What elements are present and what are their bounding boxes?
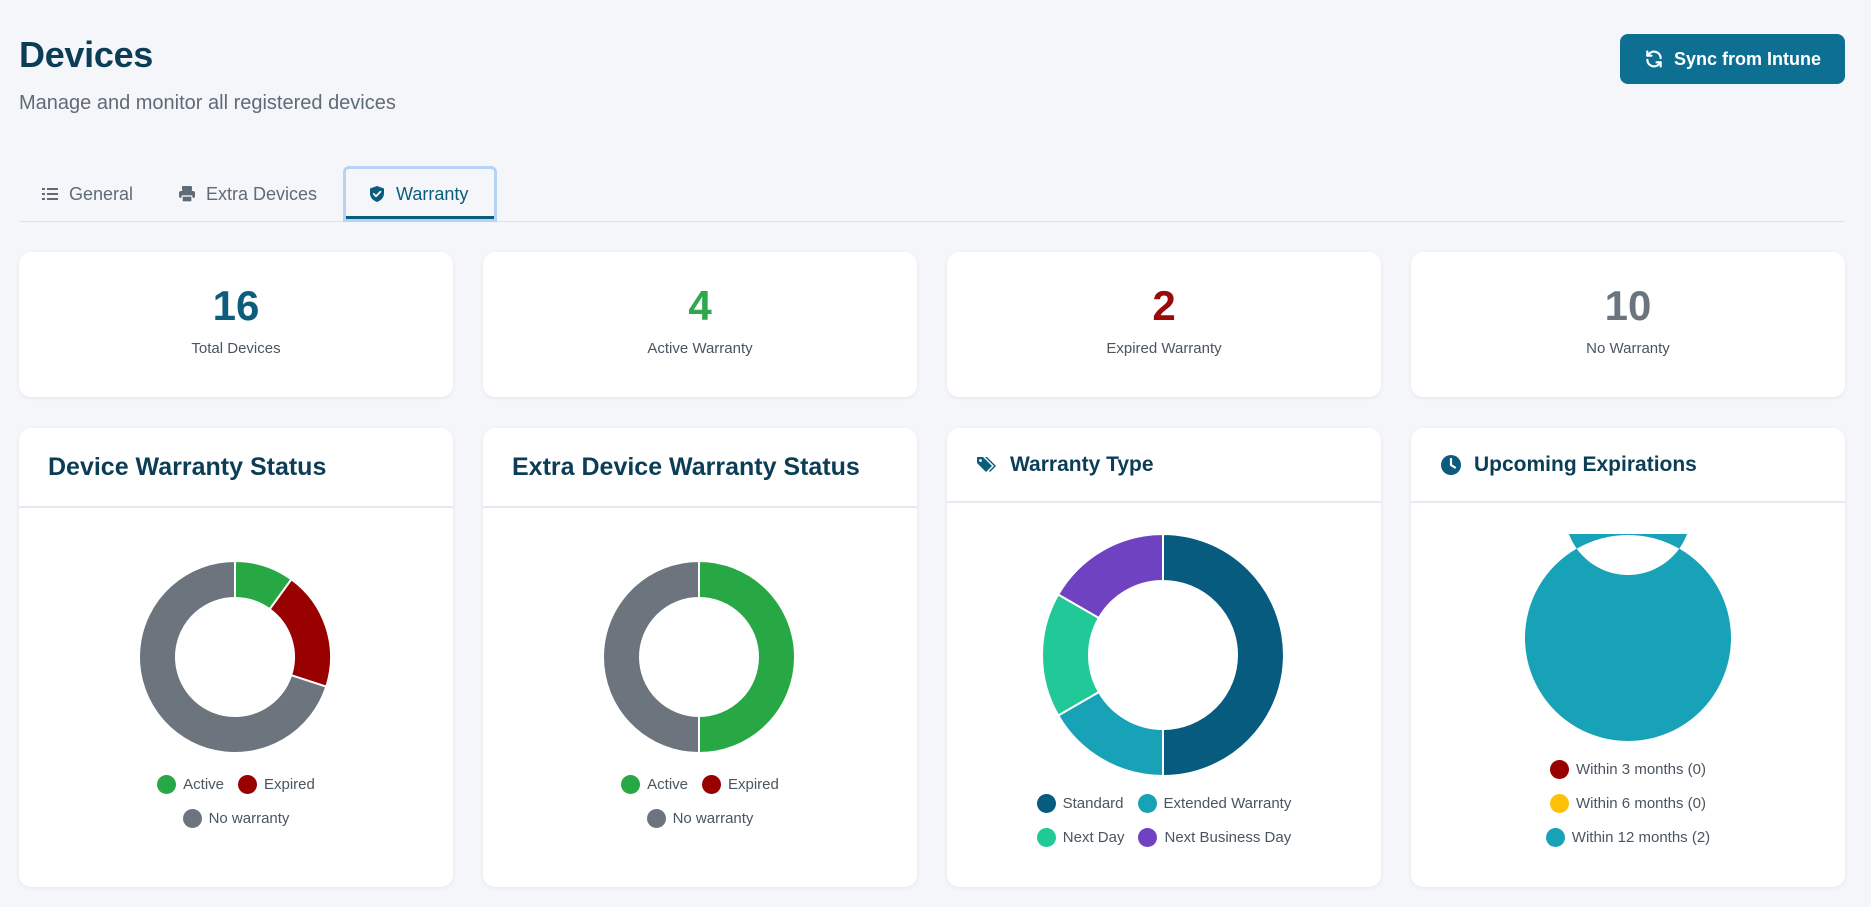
legend-swatch [646, 808, 666, 828]
stat-label: No Warranty [1586, 340, 1670, 357]
legend-label: Next Day [1062, 828, 1125, 846]
device-warranty-status-donut [138, 560, 332, 754]
stat-value: 4 [688, 282, 712, 329]
page-header: Devices Manage and monitor all registere… [19, 34, 1845, 124]
stat-card-total-devices: 16 Total Devices [19, 252, 453, 397]
device-warranty-status-card: Device Warranty Status Active Expired No… [19, 428, 453, 887]
stat-card-active-warranty: 4 Active Warranty [483, 252, 917, 397]
legend-swatch [1138, 827, 1158, 847]
card-header: Device Warranty Status [19, 428, 453, 508]
tab-bar: General Extra Devices Warranty [19, 166, 1845, 222]
upcoming-expirations-donut [1525, 534, 1731, 741]
warranty-type-card: Warranty Type Standard Extended Warranty… [947, 428, 1381, 887]
card-header: Extra Device Warranty Status [483, 428, 917, 508]
legend-item-standard[interactable]: Standard [1036, 793, 1124, 813]
legend-item-active[interactable]: Active [621, 774, 688, 794]
slice-next-business-day[interactable] [1056, 533, 1164, 620]
slice-standard[interactable] [1162, 533, 1285, 777]
card-title: Device Warranty Status [48, 452, 327, 481]
printer-icon [179, 186, 195, 203]
legend-swatch [621, 774, 641, 794]
legend-item-expired[interactable]: Expired [238, 774, 315, 794]
tags-icon [977, 456, 996, 472]
legend-item-active[interactable]: Active [157, 774, 224, 794]
chart-legend: Standard Extended Warranty Next Day Next… [947, 786, 1381, 854]
tab-extra-devices-label: Extra Devices [206, 183, 318, 204]
chart-legend: Active Expired No warranty [19, 767, 453, 835]
legend-swatch [1549, 759, 1569, 779]
legend-item-expired[interactable]: Expired [702, 774, 779, 794]
card-title: Upcoming Expirations [1474, 452, 1697, 476]
stat-label: Active Warranty [647, 340, 753, 357]
legend-label: Next Business Day [1164, 828, 1292, 846]
legend-label: Standard [1062, 794, 1124, 812]
legend-item-no-warranty[interactable]: No warranty [646, 808, 754, 828]
list-icon [42, 188, 58, 200]
legend-label: Expired [728, 775, 779, 793]
card-header: Warranty Type [947, 428, 1381, 503]
stat-label: Expired Warranty [1106, 340, 1222, 357]
stat-card-no-warranty: 10 No Warranty [1411, 252, 1845, 397]
legend-swatch [702, 774, 721, 794]
upcoming-expirations-card: Upcoming Expirations Within 3 months (0)… [1411, 428, 1845, 887]
legend-item-next-day[interactable]: Next Day [1036, 827, 1125, 847]
legend-swatch [157, 774, 177, 794]
legend-swatch [1036, 793, 1056, 813]
legend-swatch [182, 808, 202, 828]
slice-no-warranty[interactable] [602, 560, 700, 754]
stat-card-expired-warranty: 2 Expired Warranty [947, 252, 1381, 397]
stat-value: 2 [1152, 282, 1176, 329]
legend-label: Within 6 months (0) [1575, 794, 1707, 812]
extra-device-warranty-status-card: Extra Device Warranty Status Active Expi… [483, 428, 917, 887]
page-title: Devices [19, 34, 154, 75]
tab-extra-devices[interactable]: Extra Devices [156, 166, 339, 222]
extra-device-warranty-status-donut [602, 560, 796, 754]
card-title: Extra Device Warranty Status [512, 452, 860, 481]
legend-item-next-business-day[interactable]: Next Business Day [1138, 827, 1292, 847]
legend-label: Within 12 months (2) [1571, 828, 1711, 846]
card-title: Warranty Type [1010, 452, 1154, 476]
chart-legend: Active Expired No warranty [483, 767, 917, 835]
tab-general-label: General [69, 183, 134, 204]
stat-value: 10 [1604, 282, 1652, 329]
legend-label: Active [647, 775, 688, 793]
legend-label: No warranty [208, 809, 290, 827]
legend-swatch [1549, 793, 1569, 813]
devices-page: Devices Manage and monitor all registere… [19, 0, 1845, 907]
legend-item-no-warranty[interactable]: No warranty [182, 808, 290, 828]
tab-warranty[interactable]: Warranty [343, 166, 497, 222]
legend-item-extended-warranty[interactable]: Extended Warranty [1137, 793, 1292, 813]
page-subtitle: Manage and monitor all registered device… [19, 92, 396, 114]
sync-icon [1646, 50, 1662, 68]
legend-swatch [238, 774, 257, 794]
legend-item-within-3-months[interactable]: Within 3 months (0) [1549, 759, 1707, 779]
legend-label: No warranty [672, 809, 754, 827]
legend-label: Active [183, 775, 224, 793]
legend-swatch [1545, 827, 1565, 847]
stat-label: Total Devices [191, 340, 281, 357]
sync-button-label: Sync from Intune [1673, 48, 1821, 69]
shield-check-icon [370, 186, 384, 202]
tab-general[interactable]: General [19, 166, 155, 222]
legend-swatch [1036, 827, 1056, 847]
warranty-type-donut [1041, 533, 1285, 777]
legend-swatch [1137, 793, 1157, 813]
slice-expired[interactable] [268, 577, 332, 688]
slice-no-warranty[interactable] [138, 560, 328, 754]
tab-warranty-label: Warranty [396, 183, 469, 204]
card-header: Upcoming Expirations [1411, 428, 1845, 503]
legend-item-within-12-months[interactable]: Within 12 months (2) [1545, 827, 1711, 847]
chart-legend: Within 3 months (0) Within 6 months (0) … [1411, 752, 1845, 854]
clock-icon [1441, 454, 1461, 475]
sync-from-intune-button[interactable]: Sync from Intune [1620, 34, 1845, 84]
legend-item-within-6-months[interactable]: Within 6 months (0) [1549, 793, 1707, 813]
legend-label: Within 3 months (0) [1575, 760, 1707, 778]
stat-value: 16 [212, 282, 260, 329]
slice-within-12-months-2[interactable] [1525, 534, 1731, 741]
legend-label: Extended Warranty [1163, 794, 1292, 812]
legend-label: Expired [264, 775, 315, 793]
slice-active[interactable] [698, 560, 796, 754]
